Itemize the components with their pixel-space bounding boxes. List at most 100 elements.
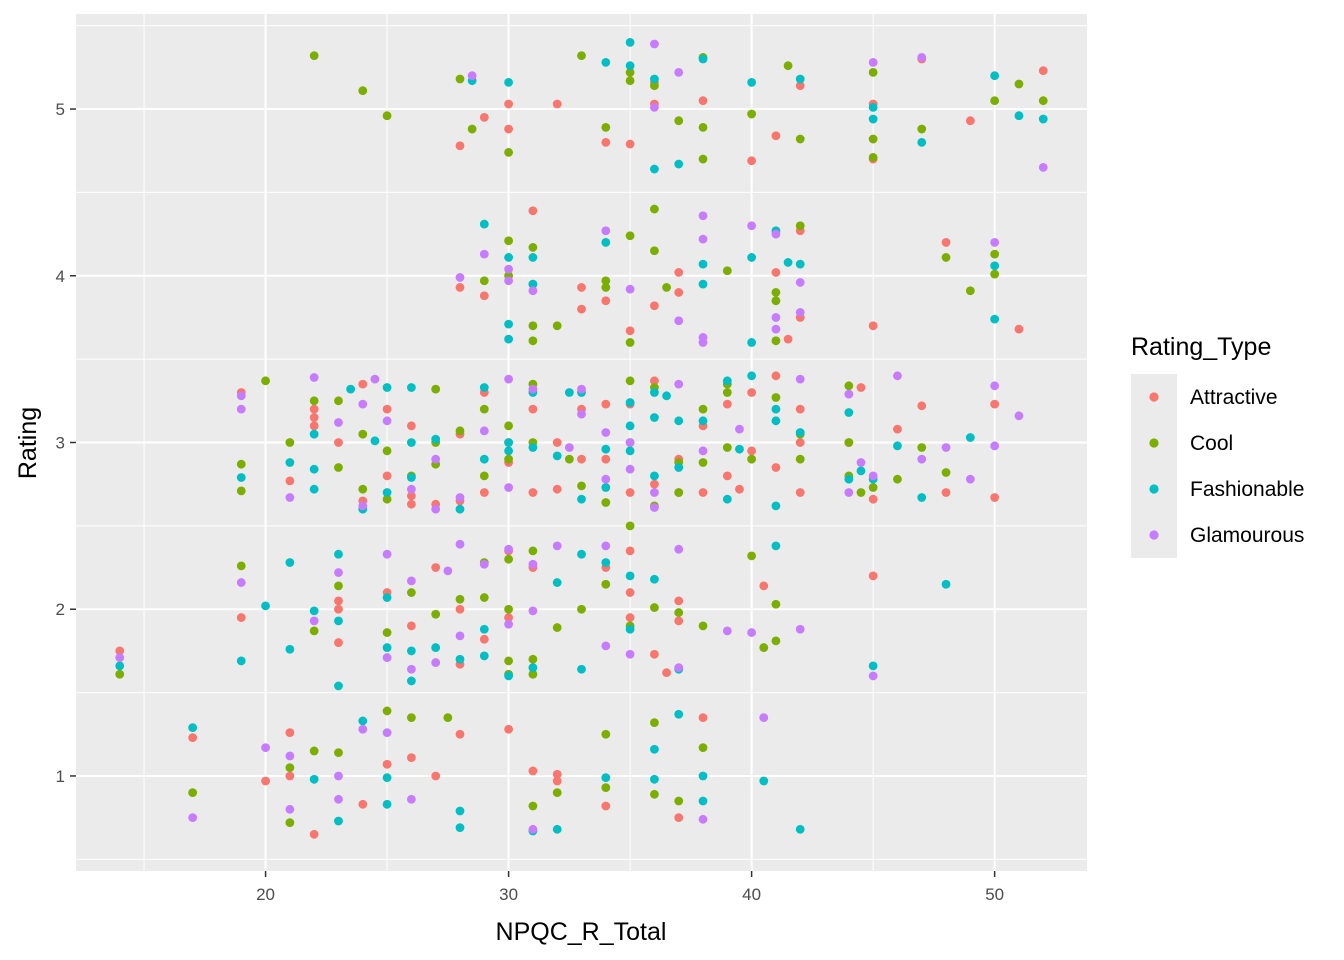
- point-attractive: [893, 424, 902, 434]
- point-glamourous: [625, 284, 635, 294]
- point-cool: [455, 594, 465, 604]
- point-attractive: [309, 421, 319, 431]
- point-fashionable: [382, 488, 392, 497]
- point-fashionable: [650, 574, 659, 584]
- point-fashionable: [236, 473, 246, 482]
- point-attractive: [735, 484, 744, 494]
- point-cool: [893, 474, 902, 484]
- point-attractive: [479, 112, 489, 122]
- point-cool: [771, 288, 781, 297]
- point-glamourous: [528, 824, 538, 834]
- point-fashionable: [455, 806, 465, 816]
- point-glamourous: [564, 443, 574, 452]
- point-cool: [771, 636, 781, 646]
- point-attractive: [382, 759, 392, 769]
- point-fashionable: [334, 681, 343, 691]
- point-fashionable: [601, 57, 611, 67]
- point-fashionable: [795, 428, 805, 437]
- point-attractive: [479, 488, 489, 497]
- point-cool: [309, 51, 319, 61]
- legend-label-cool: Cool: [1190, 432, 1233, 455]
- point-glamourous: [382, 416, 392, 426]
- point-cool: [358, 429, 368, 439]
- point-attractive: [650, 376, 659, 386]
- point-cool: [552, 788, 562, 798]
- point-fashionable: [382, 383, 392, 392]
- point-fashionable: [309, 484, 319, 494]
- point-cool: [552, 321, 562, 331]
- point-glamourous: [455, 539, 465, 549]
- point-attractive: [674, 268, 684, 277]
- point-attractive: [455, 604, 465, 614]
- point-cool: [917, 124, 927, 134]
- point-cool: [917, 443, 927, 452]
- point-attractive: [431, 563, 441, 572]
- point-cool: [601, 498, 611, 507]
- y-tick-label: 3: [56, 434, 65, 453]
- point-fashionable: [674, 159, 684, 169]
- data-points: [115, 37, 1048, 839]
- point-fashionable: [698, 54, 708, 64]
- point-attractive: [285, 728, 295, 738]
- point-glamourous: [188, 813, 198, 823]
- point-glamourous: [893, 371, 902, 381]
- point-glamourous: [795, 278, 805, 287]
- point-glamourous: [479, 426, 489, 436]
- point-glamourous: [261, 743, 270, 753]
- point-fashionable: [334, 616, 343, 626]
- x-axis-title: NPQC_R_Total: [496, 918, 667, 946]
- point-glamourous: [431, 454, 441, 464]
- point-cool: [552, 623, 562, 632]
- point-glamourous: [370, 374, 380, 384]
- point-glamourous: [358, 399, 368, 409]
- point-glamourous: [990, 441, 1000, 451]
- point-glamourous: [698, 333, 708, 342]
- point-glamourous: [285, 493, 295, 502]
- point-attractive: [662, 668, 671, 677]
- point-glamourous: [771, 313, 781, 322]
- point-cool: [698, 743, 708, 753]
- point-fashionable: [285, 458, 295, 467]
- point-fashionable: [747, 371, 757, 381]
- point-attractive: [334, 604, 343, 614]
- point-glamourous: [236, 391, 246, 401]
- point-fashionable: [771, 416, 781, 426]
- point-fashionable: [747, 338, 757, 347]
- point-fashionable: [868, 114, 878, 124]
- point-fashionable: [990, 314, 1000, 324]
- point-cool: [625, 338, 635, 347]
- point-fashionable: [479, 624, 489, 634]
- point-fashionable: [577, 549, 586, 559]
- point-glamourous: [747, 628, 757, 637]
- point-glamourous: [735, 424, 744, 434]
- point-cool: [479, 471, 489, 481]
- point-fashionable: [564, 388, 574, 397]
- point-fashionable: [528, 279, 538, 289]
- point-glamourous: [722, 626, 732, 636]
- point-attractive: [382, 471, 392, 481]
- point-fashionable: [941, 579, 951, 589]
- point-attractive: [601, 801, 611, 811]
- point-attractive: [795, 488, 805, 497]
- point-cool: [747, 109, 757, 119]
- point-fashionable: [650, 388, 659, 397]
- point-fashionable: [674, 416, 684, 426]
- point-fashionable: [370, 436, 380, 446]
- point-attractive: [698, 96, 708, 106]
- point-fashionable: [917, 137, 927, 147]
- point-glamourous: [771, 324, 781, 334]
- point-glamourous: [236, 578, 246, 587]
- point-fashionable: [698, 279, 708, 289]
- point-cool: [650, 789, 659, 799]
- point-attractive: [479, 634, 489, 644]
- point-attractive: [868, 494, 878, 504]
- point-fashionable: [650, 164, 659, 174]
- point-glamourous: [285, 804, 295, 814]
- point-cool: [309, 626, 319, 636]
- point-cool: [334, 581, 343, 591]
- point-fashionable: [747, 77, 757, 87]
- point-glamourous: [698, 446, 708, 456]
- point-cool: [236, 459, 246, 469]
- point-cool: [868, 134, 878, 144]
- point-cool: [528, 654, 538, 664]
